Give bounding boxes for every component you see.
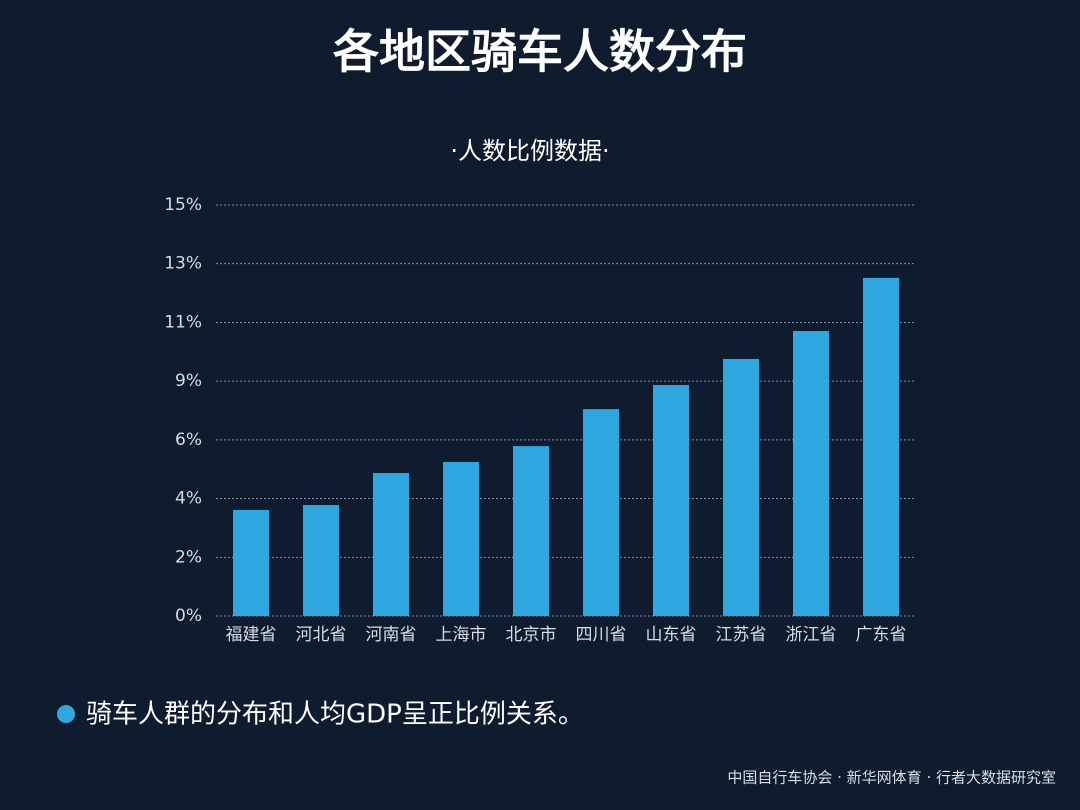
bar (793, 331, 829, 616)
bar (513, 446, 549, 616)
y-tick-label: 6% (175, 430, 202, 450)
x-tick-label: 北京市 (506, 625, 557, 645)
x-tick-label: 福建省 (226, 625, 277, 645)
x-tick-label: 浙江省 (786, 625, 837, 645)
y-tick-label: 0% (175, 606, 202, 626)
source: 中国自行车协会 · 新华网体育 · 行者大数据研究室 (727, 769, 1056, 787)
bar (303, 505, 339, 616)
x-tick-label: 河南省 (366, 625, 417, 645)
note: 骑车人群的分布和人均GDP呈正比例关系。 (86, 700, 584, 730)
x-tick-label: 山东省 (646, 625, 697, 645)
chart-subtitle: ·人数比例数据· (450, 137, 609, 165)
x-tick-label: 河北省 (296, 625, 347, 645)
x-tick-label: 上海市 (436, 625, 487, 645)
x-tick-label: 江苏省 (716, 625, 767, 645)
bar (443, 462, 479, 616)
bar (723, 358, 759, 616)
chart-title: 各地区骑车人数分布 (333, 25, 747, 79)
y-tick-label: 13% (164, 254, 202, 274)
bar (233, 509, 269, 616)
bar (583, 409, 619, 616)
y-tick-label: 11% (164, 313, 202, 333)
x-tick-label: 广东省 (856, 625, 907, 645)
y-tick-label: 15% (164, 195, 202, 215)
note-bullet (57, 705, 75, 723)
x-tick-label: 四川省 (576, 625, 627, 645)
y-tick-label: 9% (175, 371, 202, 391)
y-tick-label: 4% (175, 488, 202, 508)
bar (373, 472, 409, 616)
bar (863, 277, 899, 616)
y-tick-label: 2% (175, 547, 202, 567)
bar (653, 385, 689, 616)
